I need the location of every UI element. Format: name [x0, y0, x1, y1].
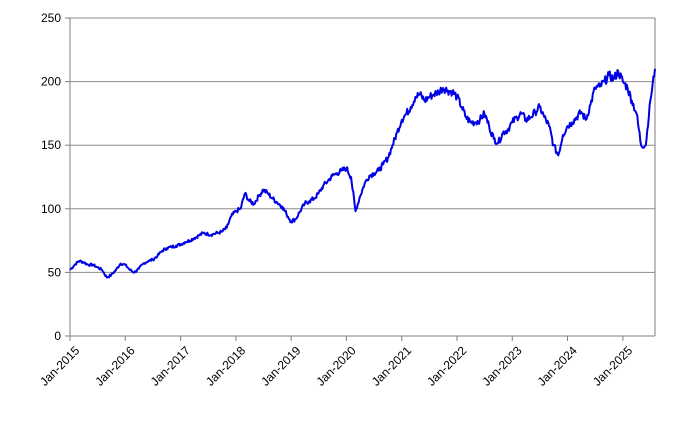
x-tick-label: Jan-2020 — [313, 343, 359, 389]
x-tick-label: Jan-2023 — [479, 343, 525, 389]
x-tick-label: Jan-2025 — [590, 343, 636, 389]
series-line — [69, 68, 656, 279]
y-tick-label: 250 — [41, 11, 61, 25]
y-tick-label: 0 — [54, 329, 61, 343]
y-tick-label: 200 — [41, 75, 61, 89]
y-tick-label: 100 — [41, 202, 61, 216]
x-tick-label: Jan-2019 — [258, 343, 304, 389]
y-tick-labels: 0 50 100 150 200 250 — [41, 11, 70, 343]
x-tick-label: Jan-2021 — [369, 343, 415, 389]
x-tick-label: Jan-2015 — [37, 343, 83, 389]
y-tick-label: 50 — [48, 265, 62, 279]
x-tick-labels: Jan-2015 Jan-2016 Jan-2017 Jan-2018 Jan-2019… — [37, 336, 635, 389]
gridlines — [70, 17, 655, 273]
x-tick-label: Jan-2024 — [535, 343, 581, 389]
x-tick-label: Jan-2017 — [148, 343, 194, 389]
x-tick-label: Jan-2016 — [92, 343, 138, 389]
x-tick-label: Jan-2018 — [203, 343, 249, 389]
y-tick-label: 150 — [41, 138, 61, 152]
x-tick-label: Jan-2022 — [424, 343, 470, 389]
